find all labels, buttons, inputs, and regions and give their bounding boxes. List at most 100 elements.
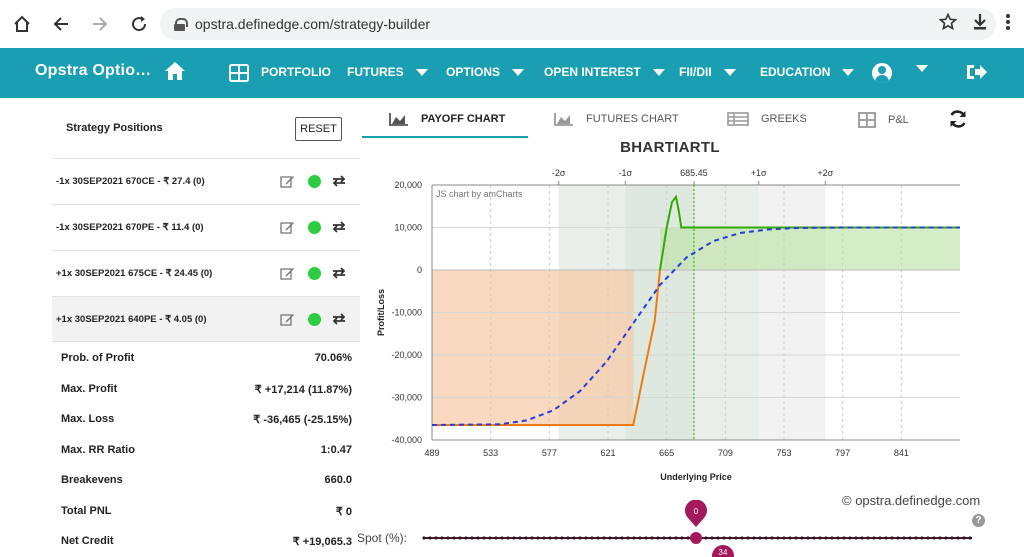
nav-options-label: OPTIONS: [446, 65, 501, 79]
position-row: +1x 30SEP2021 675CE - ₹ 24.45 (0): [52, 250, 360, 296]
brand-title[interactable]: Opstra Optio…: [35, 62, 152, 79]
slider-tick-dot: [710, 536, 714, 540]
help-icon[interactable]: ?: [972, 514, 985, 527]
edit-icon[interactable]: [280, 312, 295, 330]
table-icon: [727, 112, 749, 126]
slider-tick-dot: [542, 536, 546, 540]
url-text: opstra.definedge.com/strategy-builder: [195, 16, 431, 32]
slider-tick-dot: [680, 536, 684, 540]
stat-value: 70.06%: [314, 352, 352, 364]
slider-tick-bubble: [712, 545, 734, 557]
stat-label: Max. Profit: [61, 382, 118, 395]
nav-open-interest[interactable]: OPEN INTEREST: [544, 65, 665, 79]
star-icon[interactable]: [938, 12, 958, 36]
slider-tick-dot: [902, 536, 906, 540]
x-tick-label: 489: [424, 448, 439, 458]
slider-tick-dot: [728, 536, 732, 540]
tab-greeks[interactable]: GREEKS: [727, 112, 807, 126]
slider-tick-dot: [614, 536, 618, 540]
slider-tick-dot: [944, 536, 948, 540]
active-status-toggle[interactable]: [308, 267, 321, 280]
slider-tick-dot: [668, 536, 672, 540]
slider-thumb[interactable]: [690, 532, 702, 544]
stat-label: Max. RR Ratio: [61, 443, 135, 456]
edit-icon[interactable]: [280, 266, 295, 284]
slider-tick-dot: [788, 536, 792, 540]
chevron-down-icon: [512, 68, 525, 76]
slider-tick-dot: [452, 536, 456, 540]
reset-button[interactable]: RESET: [295, 117, 342, 141]
edit-icon[interactable]: [280, 220, 295, 238]
x-tick-label: 753: [776, 448, 791, 458]
home-icon[interactable]: [2, 0, 42, 48]
stat-row: Net Credit ₹ +19,065.3: [52, 526, 360, 557]
slider-tick-dot: [554, 536, 558, 540]
slider-tick-dot: [746, 536, 750, 540]
nav-portfolio[interactable]: PORTFOLIO: [261, 65, 331, 79]
payoff-line-profit: [659, 194, 960, 271]
address-bar[interactable]: opstra.definedge.com/strategy-builder: [160, 8, 996, 40]
slider-tick-dot: [488, 536, 492, 540]
refresh-icon[interactable]: [948, 109, 968, 134]
strategy-stats: Prob. of Profit 70.06% Max. Profit ₹ +17,2…: [52, 343, 360, 557]
slider-tick-dot: [896, 536, 900, 540]
x-tick-label: 621: [600, 448, 615, 458]
edit-icon[interactable]: [280, 174, 295, 192]
back-icon[interactable]: [41, 0, 81, 48]
swap-icon[interactable]: [331, 220, 347, 237]
nav-portfolio-label: PORTFOLIO: [261, 65, 331, 79]
x-tick-label: 797: [835, 448, 850, 458]
slider-tick-dot: [470, 536, 474, 540]
home-nav-icon[interactable]: [164, 61, 186, 86]
forward-icon[interactable]: [80, 0, 120, 48]
nav-education[interactable]: EDUCATION: [760, 65, 855, 79]
x-tick-label: 533: [483, 448, 498, 458]
stat-label: Net Credit: [61, 535, 114, 547]
slider-tick-dot: [536, 536, 540, 540]
swap-icon[interactable]: [331, 266, 347, 283]
account-icon[interactable]: [872, 63, 892, 83]
nav-options[interactable]: OPTIONS: [446, 65, 525, 79]
slider-tick-dot: [590, 536, 594, 540]
slider-tick-dot: [596, 536, 600, 540]
menu-icon[interactable]: [1005, 12, 1011, 36]
sigma-tick-label: -2σ: [552, 168, 566, 178]
stat-value: ₹ 0: [335, 505, 352, 518]
slider-tick-dot: [740, 536, 744, 540]
stat-value: ₹ +19,065.3: [292, 536, 352, 548]
tab-pnl[interactable]: P&L: [858, 112, 909, 128]
chevron-down-icon: [652, 68, 665, 76]
logout-icon[interactable]: [966, 63, 988, 86]
slider-value-balloon: [685, 500, 707, 527]
area-chart-icon: [389, 113, 408, 126]
tab-payoff-chart[interactable]: PAYOFF CHART: [389, 112, 505, 126]
slider-tick-text: 34: [719, 548, 728, 557]
slider-tick-dot: [824, 536, 828, 540]
slider-tick-dot: [428, 536, 432, 540]
tab-futures-chart[interactable]: FUTURES CHART: [554, 112, 679, 126]
active-status-toggle[interactable]: [308, 221, 321, 234]
swap-icon[interactable]: [331, 174, 347, 191]
slider-tick-dot: [578, 536, 582, 540]
reload-icon[interactable]: [119, 0, 159, 48]
slider-value-text: 0: [694, 507, 699, 516]
slider-tick-dot: [560, 536, 564, 540]
swap-icon[interactable]: [331, 312, 347, 329]
active-status-toggle[interactable]: [308, 175, 321, 188]
download-icon[interactable]: [972, 12, 988, 36]
strategy-positions-panel: Strategy Positions RESET -1x 30SEP2021 6…: [52, 98, 360, 557]
spot-slider[interactable]: 0 34: [420, 500, 980, 557]
stat-label: Prob. of Profit: [61, 352, 135, 364]
account-menu-toggle[interactable]: [904, 65, 928, 72]
slider-tick-dot: [962, 536, 966, 540]
payoff-chart[interactable]: 489 533 577 621 665 709 753 797 841 20,000 10,000 0…: [362, 160, 982, 490]
slider-tick-dot: [758, 536, 762, 540]
active-status-toggle[interactable]: [308, 313, 321, 326]
slider-tick-dot: [608, 536, 612, 540]
slider-tick-dot: [854, 536, 858, 540]
nav-futures[interactable]: FUTURES: [347, 65, 428, 79]
slider-tick-dot: [842, 536, 846, 540]
slider-tick-dot: [464, 536, 468, 540]
nav-fii-dii[interactable]: FII/DII: [679, 65, 736, 79]
slider-tick-dot: [764, 536, 768, 540]
